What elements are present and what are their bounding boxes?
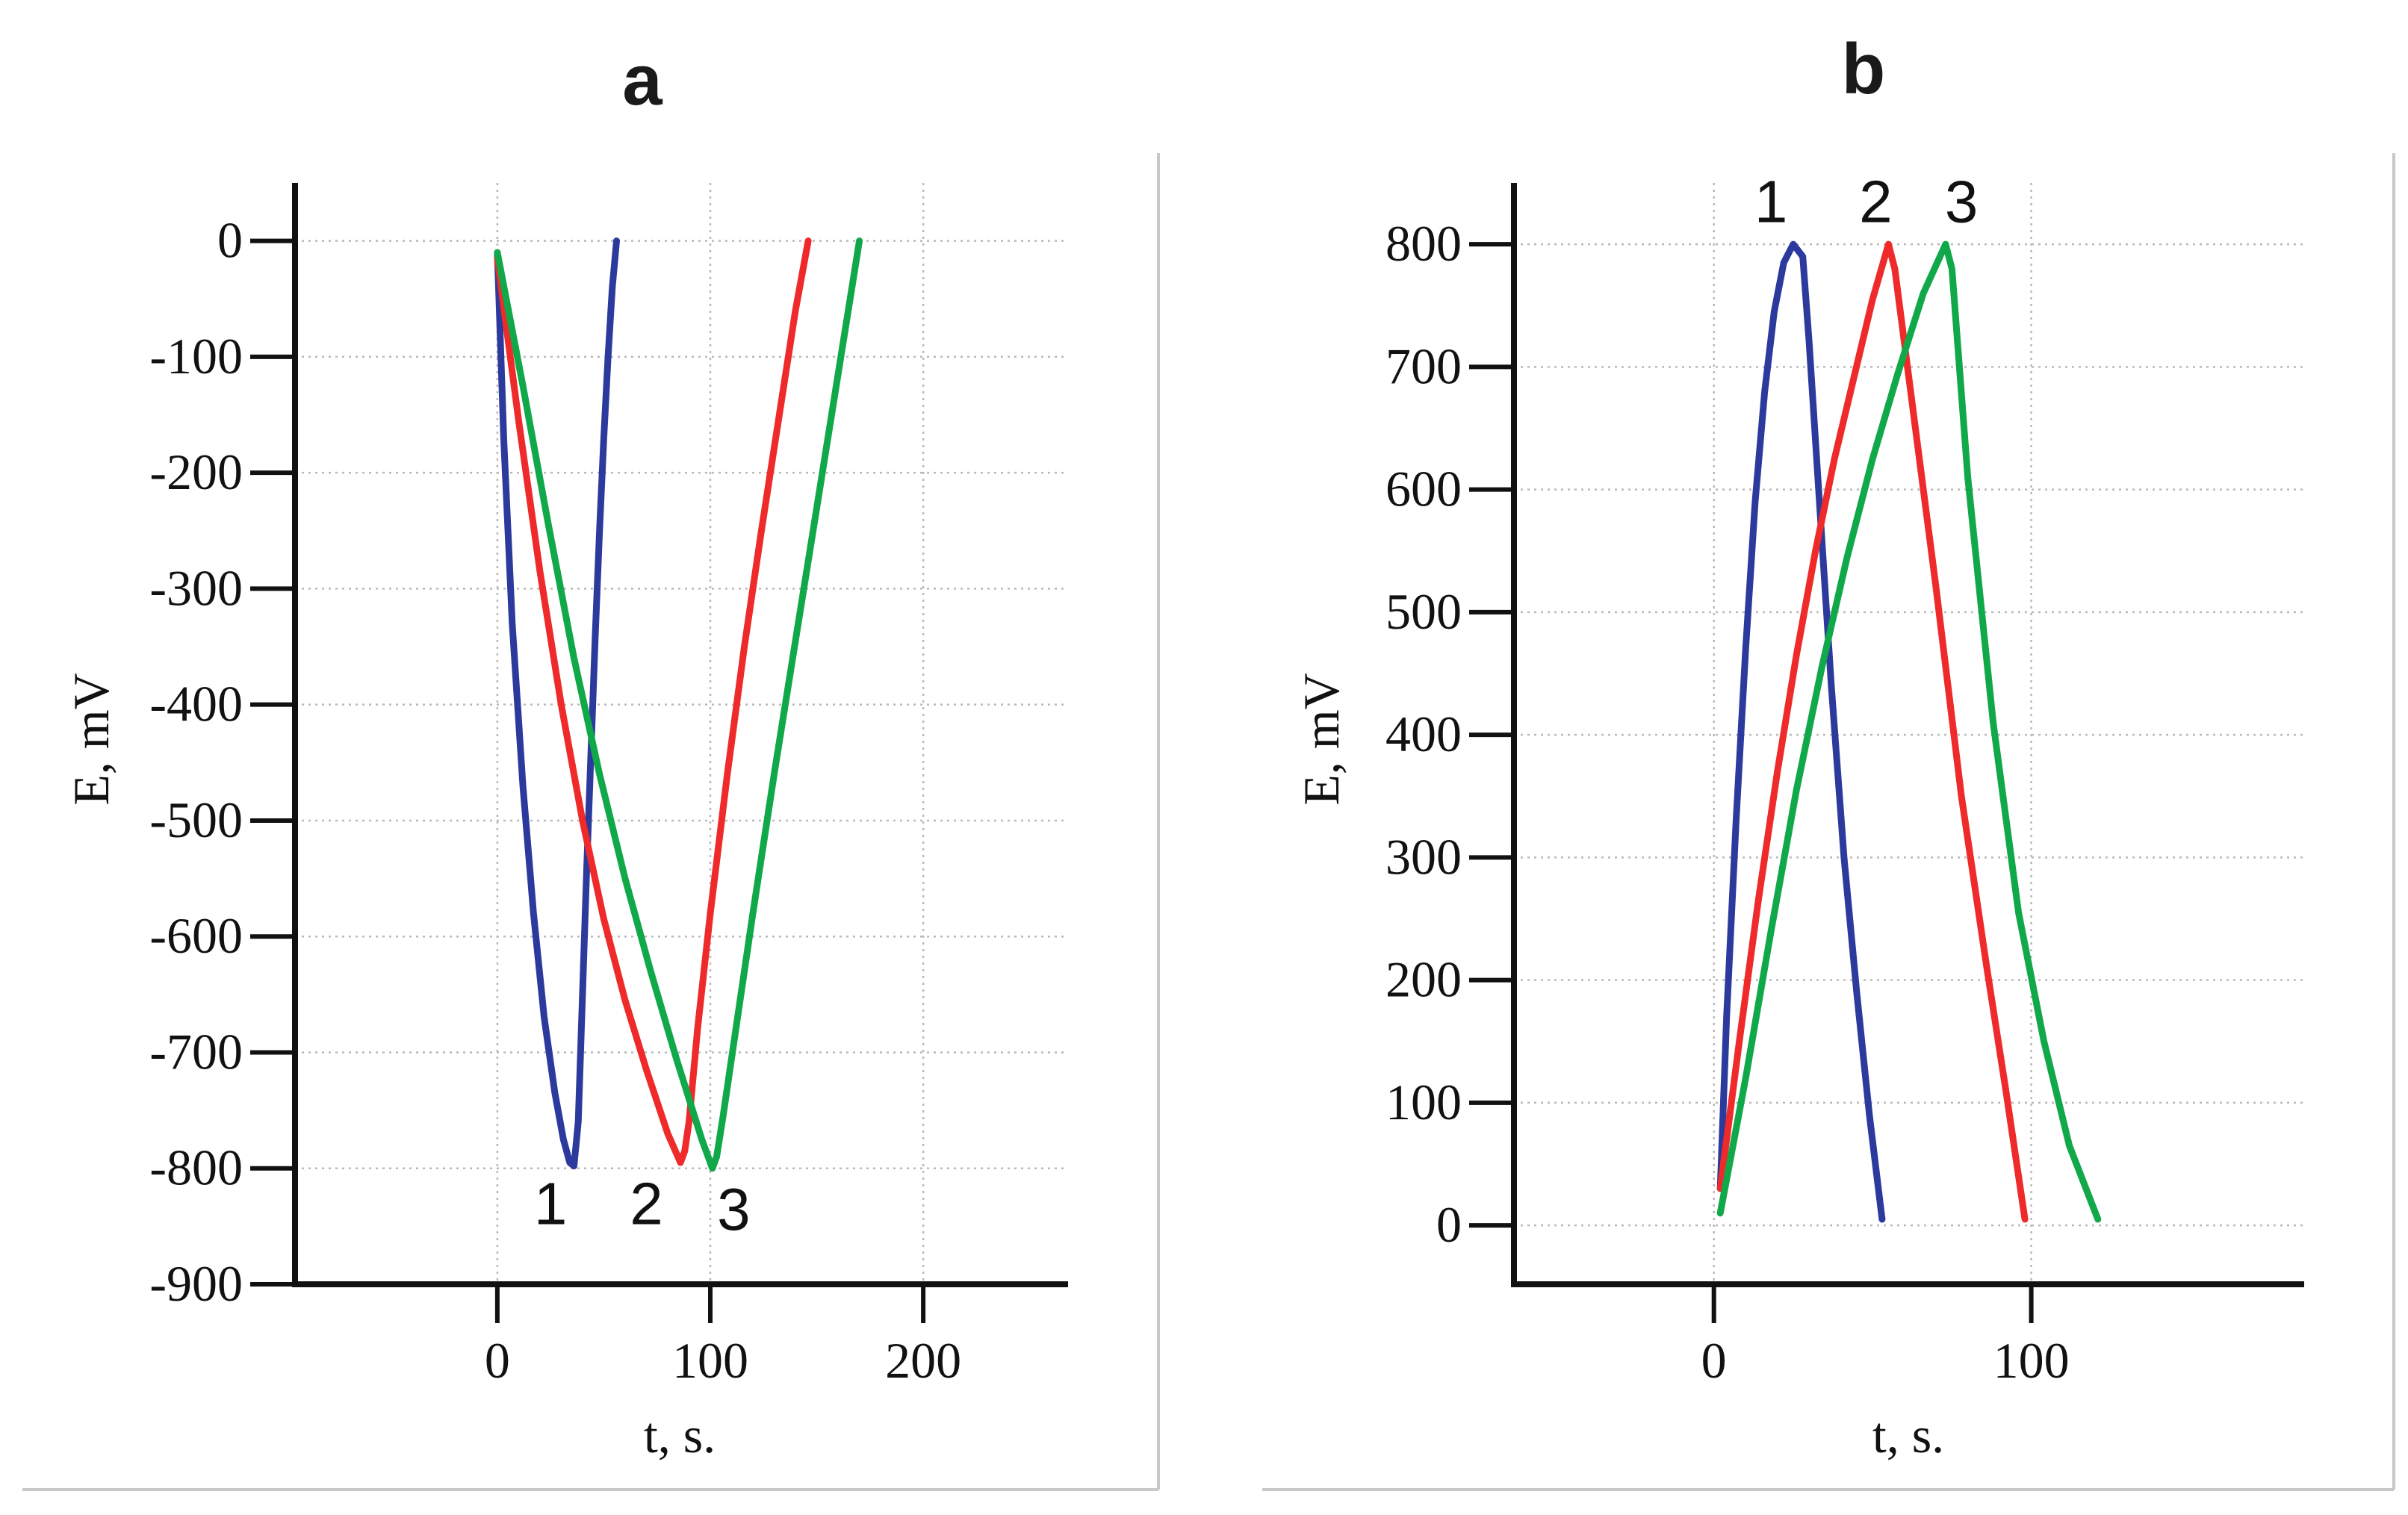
panel-a-xtick-label-1: 100 [672, 1332, 748, 1389]
panel-b-ytick-label-7: 700 [1385, 337, 1462, 394]
panel-a-ytick-label-7: -700 [149, 1023, 243, 1080]
panel-b-grid [1514, 183, 2304, 1284]
panel-b-curve-label-3: 3 [1945, 169, 1979, 235]
panel-a: a 0-100-200-300-400-500-600-700-800-900 … [22, 40, 1160, 1491]
panel-b-series-2 [1716, 240, 2029, 1223]
panel-b-ytick-label-3: 300 [1385, 828, 1462, 885]
panel-a-series-1 [494, 237, 620, 1170]
panel-b-series-3 [1716, 240, 2102, 1223]
panel-a-ytick-label-6: -600 [149, 907, 243, 964]
panel-a-y-ticks: 0 -100 -200 -300 -400 -500 -600 -700 -800 -900 [149, 212, 295, 1312]
panel-a-x-axis-label: t, s. [644, 1407, 716, 1463]
panel-a-ytick-label-5: -500 [149, 791, 243, 848]
panel-b-ytick-label-2: 200 [1385, 951, 1462, 1008]
panel-b-y-ticks: 0 100 200 300 400 500 600 700 800 [1385, 215, 1514, 1253]
panel-b-ytick-label-1: 100 [1385, 1074, 1462, 1130]
panel-a-axes [292, 183, 1068, 1287]
panel-b-y-axis-label: E, mV [1293, 673, 1350, 806]
panel-a-ytick-label-2: -200 [149, 444, 243, 500]
panel-b-curve-label-2: 2 [1859, 169, 1893, 235]
panel-b-ytick-label-5: 500 [1385, 583, 1462, 640]
panel-a-curve-label-3: 3 [717, 1176, 751, 1242]
panel-a-ytick-label-4: -400 [149, 676, 243, 732]
panel-b-x-axis-label: t, s. [1872, 1407, 1944, 1463]
panel-b-series [1716, 240, 2102, 1223]
panel-b-ytick-label-0: 0 [1436, 1196, 1462, 1253]
panel-b-xtick-label-0: 0 [1701, 1332, 1727, 1389]
panel-b-xtick-label-1: 100 [1993, 1332, 2070, 1389]
panel-a-ytick-label-0: 0 [217, 212, 243, 269]
panel-a-x-ticks: 0 100 200 [485, 1284, 961, 1389]
panel-a-ytick-label-1: -100 [149, 328, 243, 385]
panel-a-title: a [622, 40, 662, 120]
panel-b-x-ticks: 0 100 [1701, 1284, 2070, 1389]
panel-b-title: b [1842, 29, 1886, 109]
panel-a-y-axis-label: E, mV [63, 673, 120, 806]
panel-a-ytick-label-3: -300 [149, 559, 243, 616]
panel-a-curve-label-2: 2 [630, 1170, 663, 1236]
panel-b-ytick-label-6: 600 [1385, 461, 1462, 517]
panel-a-series-2 [494, 237, 812, 1166]
panel-a-ytick-label-9: -900 [149, 1255, 243, 1312]
panel-b-ytick-label-4: 400 [1385, 706, 1462, 762]
panel-a-xtick-label-2: 200 [885, 1332, 961, 1389]
panel-a-ytick-label-8: -800 [149, 1139, 243, 1196]
panel-a-grid [295, 183, 1068, 1286]
panel-b-series-1 [1716, 240, 1886, 1223]
panel-b-curve-label-1: 1 [1754, 169, 1788, 235]
panel-a-series-3 [494, 237, 863, 1172]
panel-b-ytick-label-8: 800 [1385, 215, 1462, 272]
panel-a-curve-label-1: 1 [534, 1170, 568, 1236]
panel-a-xtick-label-0: 0 [485, 1332, 510, 1389]
panel-a-series [494, 237, 863, 1172]
